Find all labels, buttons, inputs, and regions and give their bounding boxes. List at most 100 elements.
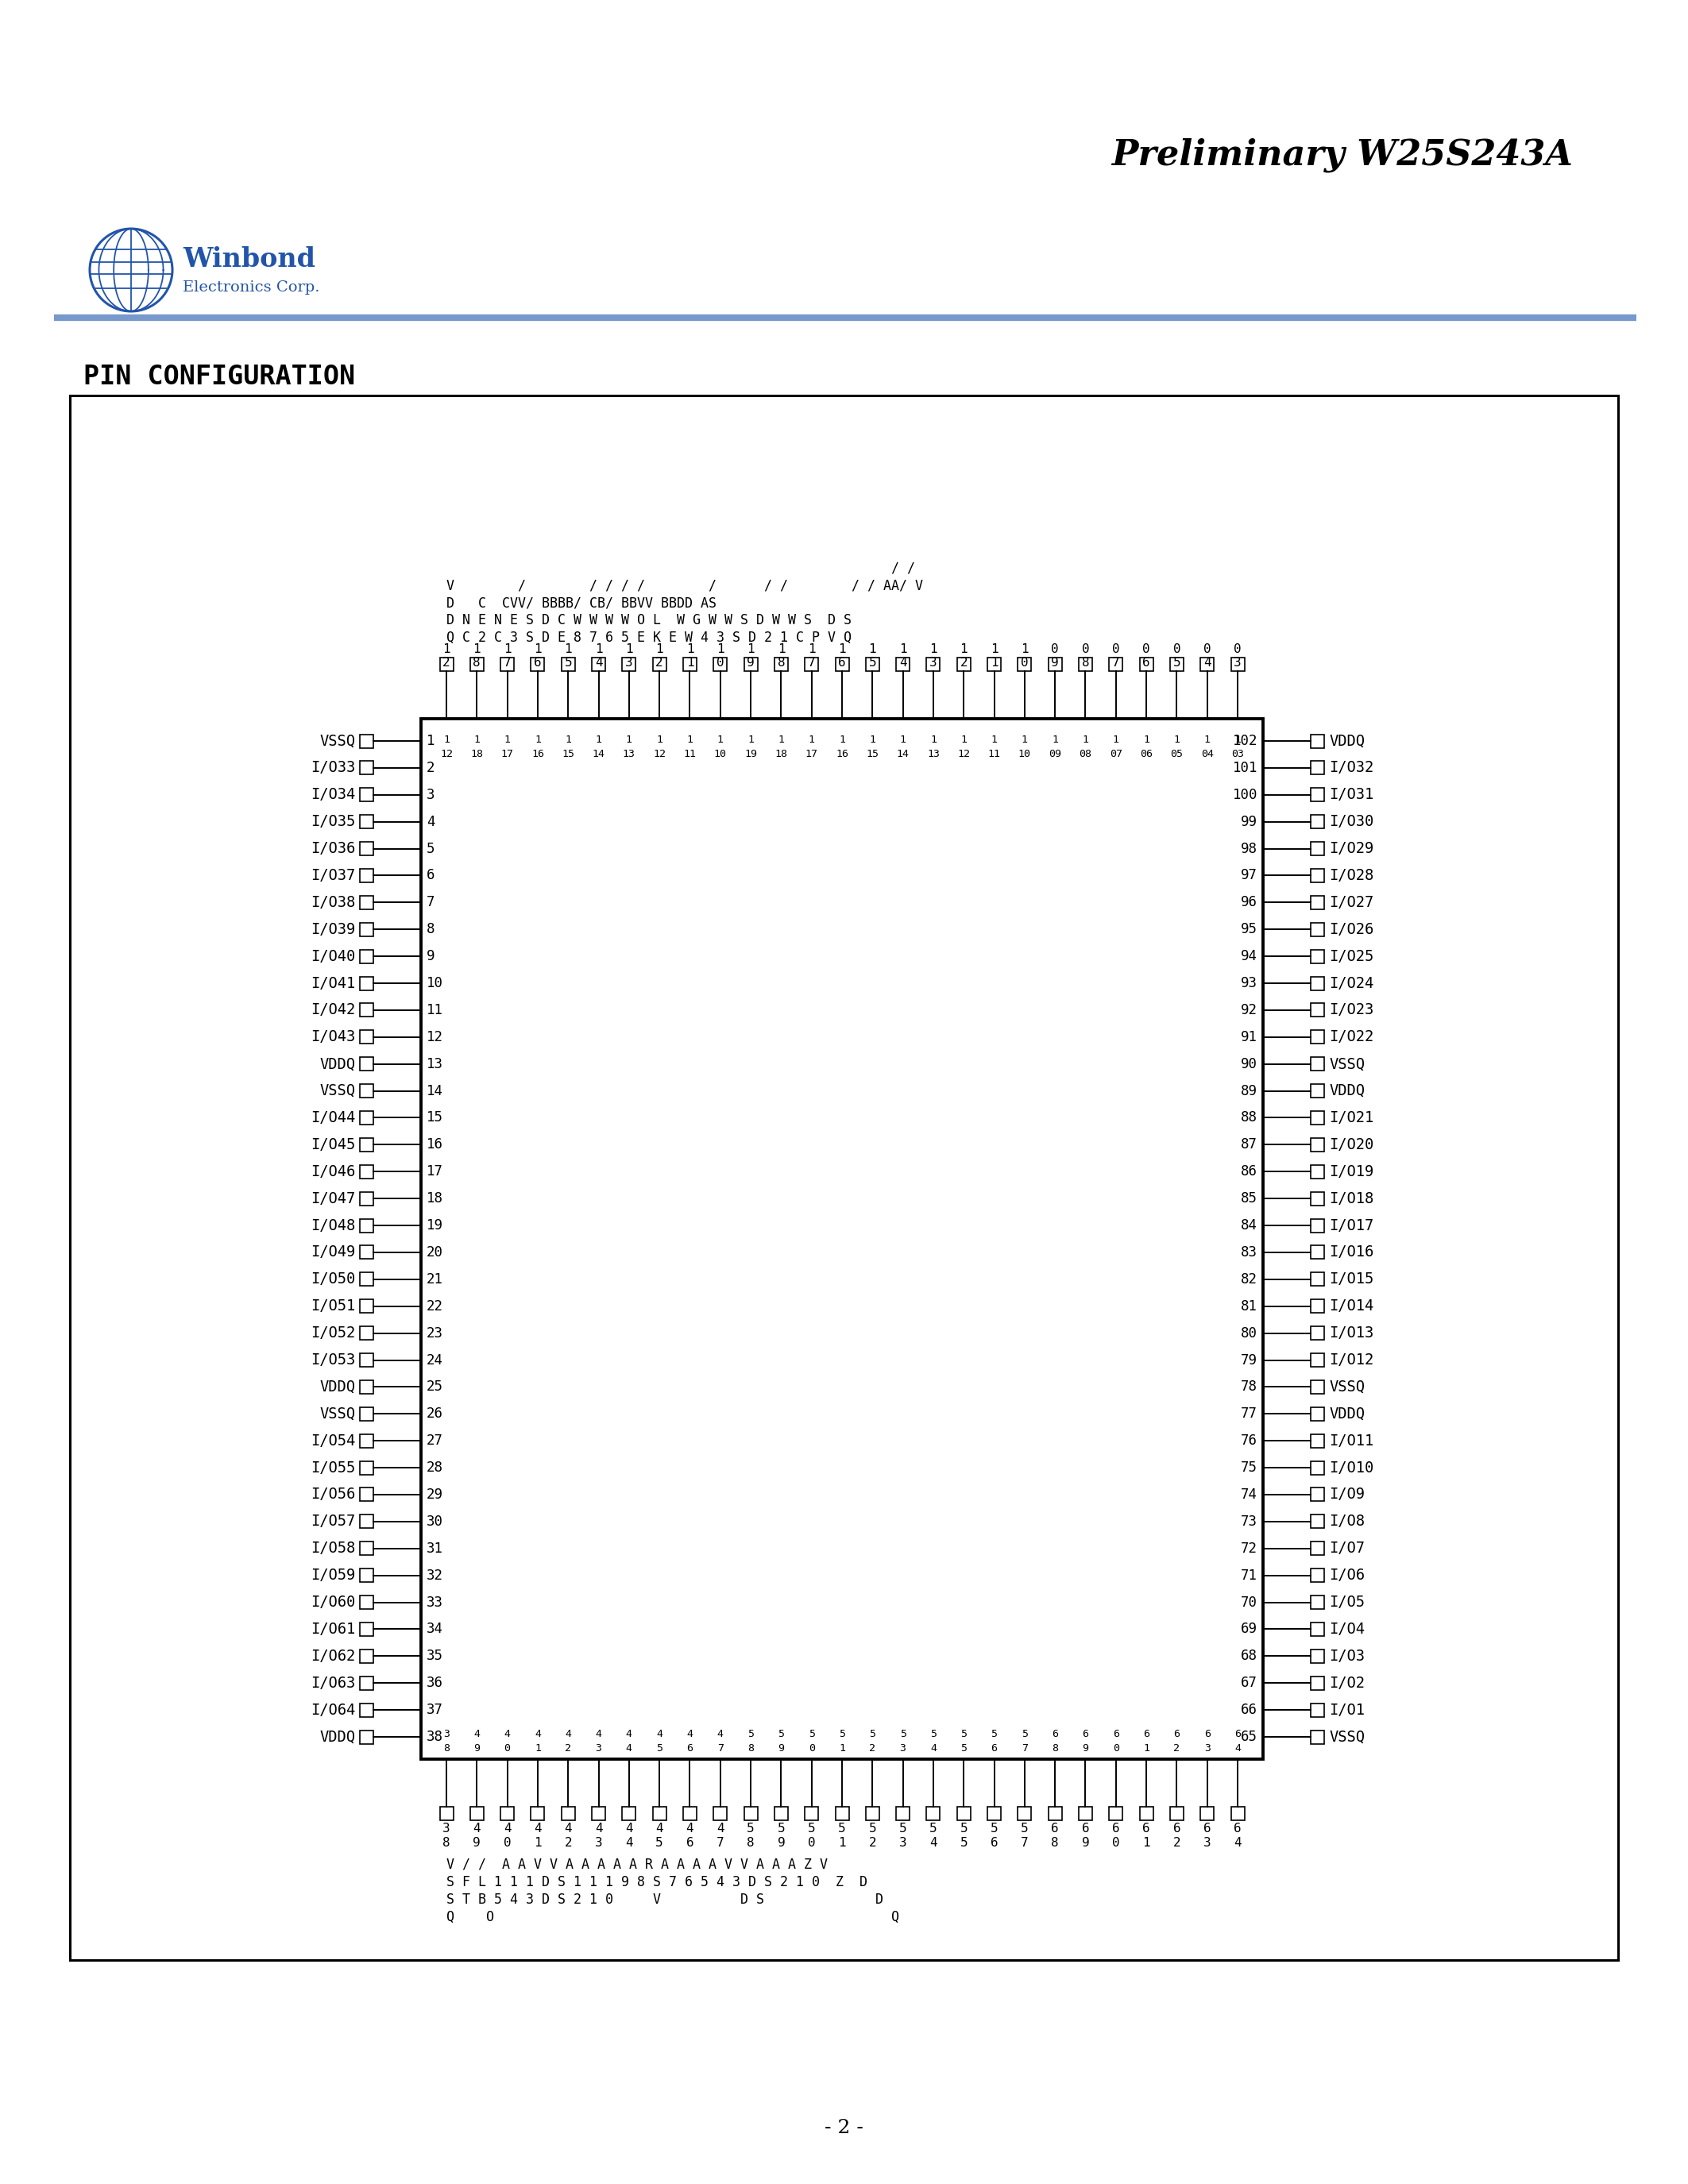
Text: VSSQ: VSSQ [319,1083,354,1099]
Text: 25: 25 [427,1380,444,1393]
Text: I/O59: I/O59 [311,1568,354,1583]
Text: 95: 95 [1241,922,1258,937]
Bar [957,1806,971,1819]
Text: I/O32: I/O32 [1328,760,1374,775]
Text: 6: 6 [991,1837,998,1850]
Bar [1139,1806,1153,1819]
Bar [360,1057,373,1070]
Text: 6: 6 [1234,1730,1241,1738]
Text: 4: 4 [625,1837,633,1850]
Text: I/O41: I/O41 [311,976,354,992]
Text: 4: 4 [596,1730,601,1738]
Text: I/O57: I/O57 [311,1514,354,1529]
Text: 6: 6 [991,1743,998,1754]
Text: 5: 5 [960,1743,967,1754]
Bar [1310,1138,1323,1151]
Text: I/O42: I/O42 [311,1002,354,1018]
Text: 83: 83 [1241,1245,1258,1260]
Bar [1109,657,1123,670]
Text: 7: 7 [1021,1743,1028,1754]
Text: 5: 5 [960,1837,967,1850]
Bar [1310,1649,1323,1662]
Text: 1: 1 [535,1743,540,1754]
Bar [1310,1031,1323,1044]
Text: 3: 3 [442,1824,451,1835]
Text: I/O9: I/O9 [1328,1487,1364,1503]
Text: 4: 4 [930,1743,937,1754]
Text: Winbond: Winbond [182,247,316,273]
Text: 1: 1 [930,644,937,655]
Text: I/O50: I/O50 [311,1271,354,1286]
Text: I/O5: I/O5 [1328,1594,1364,1610]
Bar [1200,657,1214,670]
Bar [360,950,373,963]
Text: I/O22: I/O22 [1328,1029,1374,1044]
Text: I/O6: I/O6 [1328,1568,1364,1583]
Bar [927,657,940,670]
Bar [360,1487,373,1500]
Bar [1310,788,1323,802]
Text: 1: 1 [748,734,755,745]
Text: I/O3: I/O3 [1328,1649,1364,1664]
Text: 8: 8 [473,657,481,668]
Text: I/O4: I/O4 [1328,1623,1364,1636]
Text: I/O21: I/O21 [1328,1109,1374,1125]
Bar [987,657,1001,670]
Text: 5: 5 [657,1743,663,1754]
Text: 1: 1 [1143,734,1150,745]
Text: 4: 4 [535,1730,540,1738]
Text: 8: 8 [778,657,785,668]
Bar [439,1806,452,1819]
Text: I/O35: I/O35 [311,815,354,830]
Bar [360,1406,373,1420]
Text: I/O25: I/O25 [1328,948,1374,963]
Text: I/O53: I/O53 [311,1352,354,1367]
Text: 10: 10 [1018,749,1031,760]
Text: 5: 5 [748,1730,755,1738]
Bar [1310,1568,1323,1581]
Text: 26: 26 [427,1406,444,1422]
Bar [714,657,728,670]
Text: 5: 5 [991,1730,998,1738]
Text: VDDQ: VDDQ [1328,1083,1364,1099]
Bar [360,1219,373,1232]
Text: 79: 79 [1241,1352,1258,1367]
Bar [532,657,545,670]
Bar [1109,1806,1123,1819]
Text: 2: 2 [427,760,436,775]
Bar [360,1649,373,1662]
Bar [360,1542,373,1555]
Text: 1: 1 [960,734,967,745]
Text: 0: 0 [1112,644,1119,655]
Text: 20: 20 [427,1245,444,1260]
Text: 5: 5 [1173,657,1180,668]
Bar [744,657,758,670]
Text: 19: 19 [427,1219,444,1232]
Bar [866,1806,879,1819]
Text: 5: 5 [900,1824,906,1835]
Text: 5: 5 [1021,1730,1028,1738]
Text: 11: 11 [987,749,1001,760]
Text: 17: 17 [427,1164,444,1179]
Bar [439,657,452,670]
Text: 1: 1 [716,644,724,655]
Bar [896,657,910,670]
Text: 4: 4 [626,1730,633,1738]
Bar [623,657,636,670]
Text: 6: 6 [1052,1824,1058,1835]
Text: I/O7: I/O7 [1328,1542,1364,1555]
Bar [360,1002,373,1018]
Text: 5: 5 [869,657,876,668]
Text: 72: 72 [1241,1542,1258,1555]
Text: / /: / / [430,561,915,574]
Text: 0: 0 [1021,657,1028,668]
Text: Q C 2 C 3 S D E 8 7 6 5 E K E W 4 3 S D 2 1 C P V Q: Q C 2 C 3 S D E 8 7 6 5 E K E W 4 3 S D … [430,631,851,644]
Bar [1310,1380,1323,1393]
Text: 2: 2 [1173,1743,1180,1754]
Bar [1170,1806,1183,1819]
Text: 78: 78 [1241,1380,1258,1393]
Text: 12: 12 [957,749,971,760]
Text: 1: 1 [503,644,511,655]
Text: 09: 09 [1048,749,1062,760]
Text: 32: 32 [427,1568,444,1583]
